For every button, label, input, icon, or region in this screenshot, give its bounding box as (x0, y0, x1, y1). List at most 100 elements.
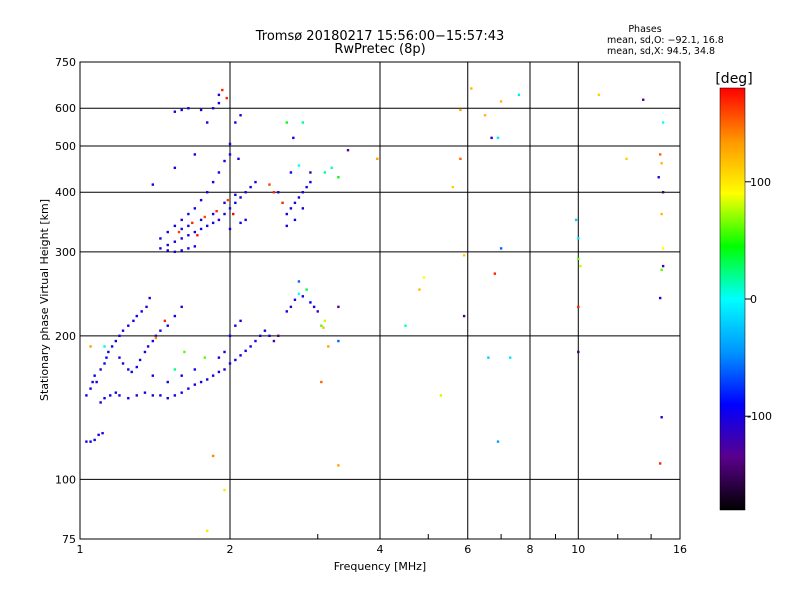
data-point (193, 245, 197, 248)
data-point (228, 227, 232, 231)
data-point (140, 310, 143, 313)
data-point (121, 329, 125, 332)
data-point (180, 374, 183, 377)
data-point (135, 365, 138, 369)
x-tick-label: 8 (527, 543, 534, 556)
data-point (660, 212, 663, 216)
data-point (470, 87, 473, 90)
data-point (223, 350, 226, 354)
x-tick-label: 1 (77, 543, 84, 556)
data-point (263, 329, 267, 332)
data-point (577, 237, 580, 240)
x-tick-label: 2 (227, 543, 234, 556)
data-point (193, 383, 197, 386)
data-point (154, 334, 158, 338)
data-point (217, 101, 221, 105)
data-point (234, 201, 237, 205)
data-point (312, 305, 316, 309)
data-point (193, 368, 197, 371)
data-point (281, 201, 284, 205)
colorbar-tick-label: 100 (750, 176, 771, 189)
data-point (107, 350, 110, 354)
data-point (499, 100, 503, 103)
data-point (422, 276, 426, 279)
data-point (146, 345, 150, 348)
data-point (272, 339, 276, 343)
data-point (305, 185, 308, 189)
data-point (193, 207, 197, 210)
data-point (173, 166, 177, 170)
data-point (85, 440, 88, 443)
data-point (173, 368, 177, 371)
data-point (97, 433, 100, 437)
data-point (285, 224, 288, 228)
data-point (203, 356, 206, 359)
data-point (211, 107, 215, 110)
data-point (316, 310, 319, 313)
y-tick-label: 75 (62, 533, 76, 546)
data-point (301, 121, 305, 124)
data-point (223, 159, 226, 163)
data-point (187, 247, 190, 250)
x-tick-labels: 1 2 4 6 8 10 16 (77, 543, 688, 556)
data-point (223, 212, 226, 216)
data-point (517, 93, 521, 97)
data-point (114, 339, 118, 343)
x-tick-label: 4 (377, 543, 384, 556)
data-point (292, 136, 295, 140)
data-point (228, 334, 232, 338)
data-point (499, 247, 503, 250)
data-point (173, 394, 177, 397)
data-point (159, 247, 162, 250)
data-point (89, 440, 92, 443)
x-tick-label: 10 (571, 543, 585, 556)
y-tick-label: 300 (55, 246, 76, 259)
data-point (127, 396, 130, 400)
colorbar-tick-label: 0 (750, 293, 757, 306)
data-point (143, 350, 147, 354)
data-point (187, 234, 190, 237)
data-point (203, 215, 206, 219)
x-axis-label: Frequency [MHz] (334, 560, 426, 573)
data-point (496, 440, 500, 443)
data-point (223, 201, 226, 205)
data-point (217, 370, 221, 374)
data-point (211, 454, 215, 458)
data-point (660, 162, 663, 165)
data-point (462, 254, 466, 257)
data-point (118, 334, 121, 338)
data-point (217, 93, 221, 97)
data-point (205, 378, 209, 381)
data-point (223, 368, 226, 371)
data-point (323, 319, 327, 323)
data-point (289, 305, 293, 309)
data-point (199, 227, 203, 231)
data-point (199, 108, 203, 112)
data-point (191, 221, 194, 225)
data-point (337, 176, 340, 179)
data-point (301, 191, 305, 194)
data-point (145, 305, 148, 309)
data-point (234, 358, 237, 362)
data-point (166, 230, 169, 234)
data-point (215, 209, 218, 213)
data-point (151, 394, 155, 397)
data-point (320, 324, 323, 327)
data-point (89, 387, 92, 390)
data-point (459, 157, 462, 161)
phases-mean-o: mean, sd,O: −92.1, 16.8 (607, 35, 724, 46)
data-point (135, 394, 138, 397)
data-point (301, 207, 305, 210)
data-point (597, 93, 601, 97)
data-point (661, 264, 665, 268)
data-point (173, 224, 177, 228)
data-point (254, 339, 257, 343)
data-point (337, 305, 340, 309)
y-tick-label: 750 (55, 56, 76, 69)
data-point (151, 339, 155, 343)
data-point (148, 296, 151, 300)
data-point (173, 240, 177, 243)
data-point (187, 212, 190, 216)
data-point (577, 257, 580, 261)
